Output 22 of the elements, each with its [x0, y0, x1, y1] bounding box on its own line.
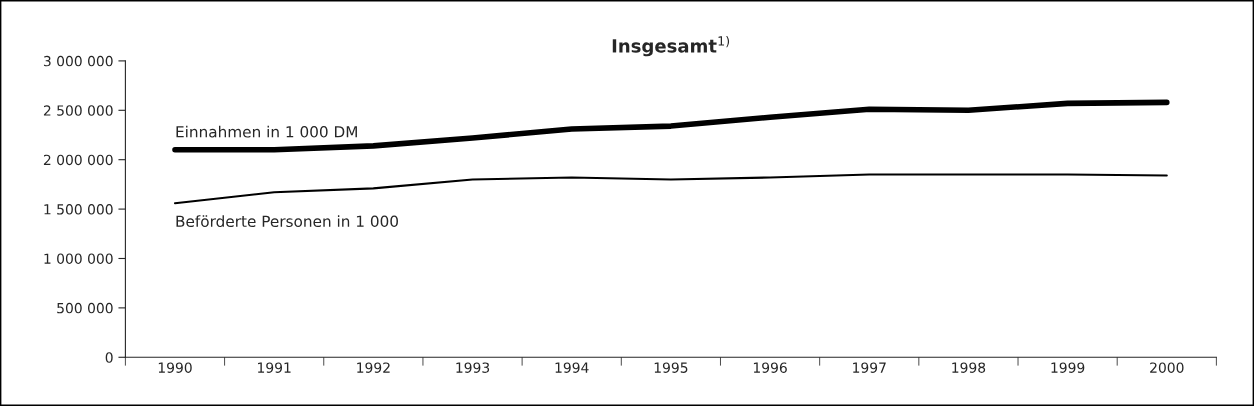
y-tick-label: 2 000 000 — [43, 154, 113, 166]
series-label: Beförderte Personen in 1 000 — [176, 215, 399, 228]
x-tick-label: 1996 — [753, 362, 787, 373]
y-tick-label: 3 000 000 — [43, 55, 113, 67]
y-tick-label: 0 — [105, 352, 113, 363]
x-tick-label: 1992 — [357, 362, 390, 373]
x-tick-label: 2000 — [1150, 362, 1184, 373]
x-tick-label: 1994 — [555, 362, 589, 373]
x-tick-label: 1998 — [952, 362, 986, 373]
y-tick-label: 1 000 000 — [44, 253, 113, 264]
x-tick-label: 1991 — [258, 362, 291, 373]
y-tick-label: 1 500 000 — [44, 204, 113, 215]
x-tick-label: 1997 — [853, 362, 886, 373]
x-tick-label: 1993 — [456, 362, 490, 373]
chart-title: Insgesamt$^{1)}$ — [612, 35, 730, 57]
y-tick-label: 500 000 — [57, 302, 113, 314]
series-label: Einnahmen in 1 000 DM — [176, 125, 357, 138]
y-tick-label: 2 500 000 — [43, 105, 113, 116]
x-tick-label: 1999 — [1051, 362, 1085, 373]
line-series — [173, 173, 1168, 205]
x-tick-label: 1995 — [654, 362, 688, 373]
x-tick-label: 1990 — [158, 362, 192, 373]
